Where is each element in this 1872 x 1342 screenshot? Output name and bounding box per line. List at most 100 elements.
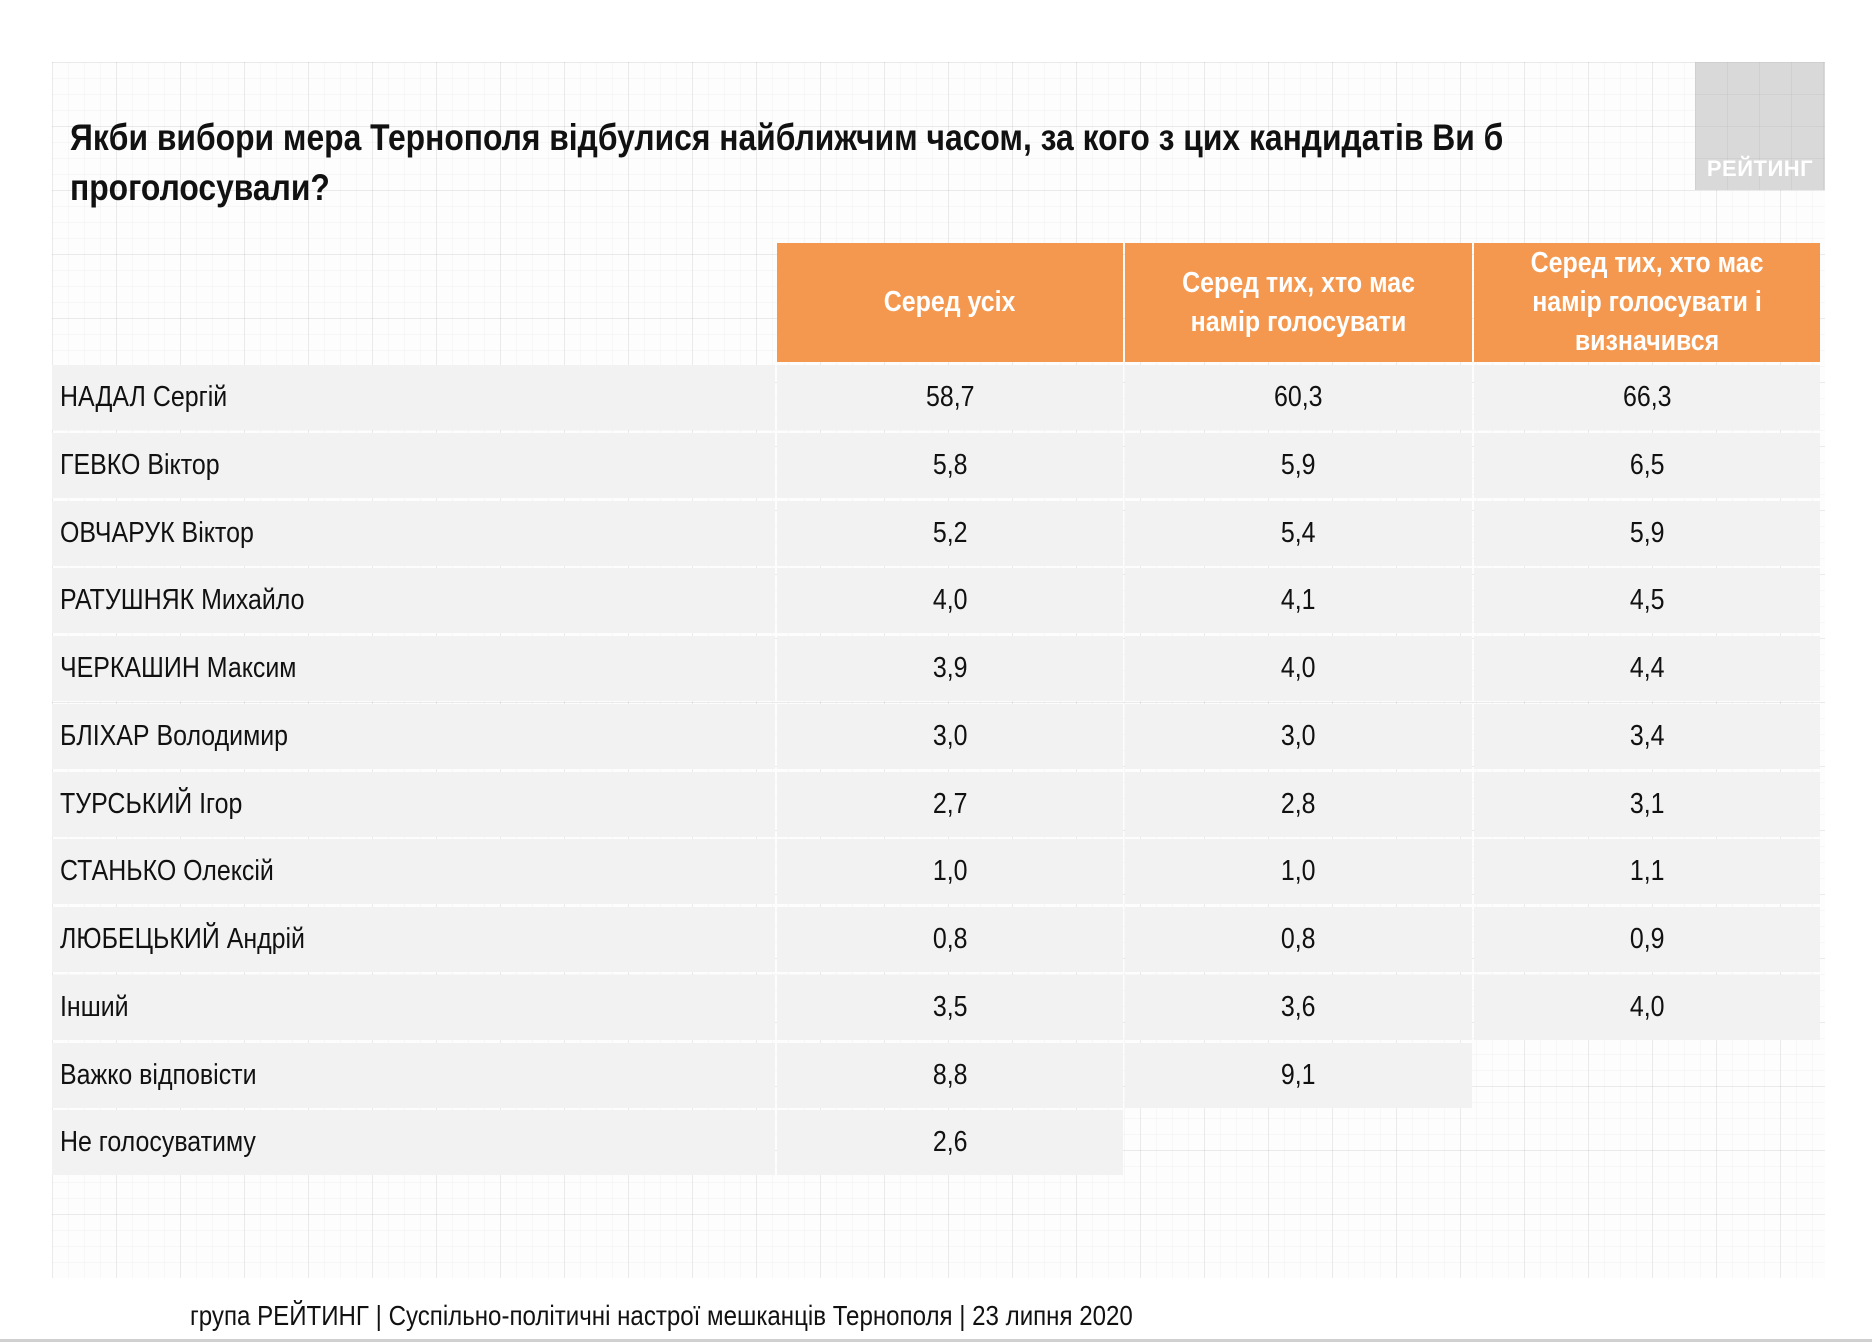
column-header-1: Серед усіх (777, 243, 1123, 362)
percent-value: 3,0 (932, 719, 968, 752)
percent-value: 5,4 (1281, 516, 1316, 549)
row-label-cell: ОВЧАРУК Віктор (52, 500, 775, 566)
percent-value: 0,8 (932, 923, 968, 955)
percent-value: 1,0 (932, 855, 968, 888)
column-header-label: Серед тих, хто має намір голосувати і ви… (1530, 247, 1764, 357)
value-cell: 8,8 (777, 1042, 1123, 1108)
percent-value: 3,9 (932, 652, 968, 684)
percent-value: 4,0 (932, 584, 968, 617)
percent-value: 3,5 (932, 990, 968, 1023)
candidate-name: НАДАЛ Сергій (60, 381, 228, 413)
percent-value: 3,0 (1281, 719, 1316, 752)
value-cell: 3,1 (1474, 771, 1820, 837)
value-cell: 5,9 (1474, 500, 1820, 566)
logo-text: РЕЙТИНГ (1706, 156, 1814, 181)
value-cell: 2,8 (1125, 771, 1472, 837)
value-cell: 3,0 (777, 703, 1123, 769)
value-cell: 3,4 (1474, 703, 1820, 769)
value-cell: 0,8 (777, 907, 1123, 972)
value-cell: 5,9 (1125, 432, 1472, 498)
percent-value: 4,0 (1629, 990, 1665, 1023)
value-cell: 4,0 (777, 568, 1123, 634)
row-label-cell: ГЕВКО Віктор (52, 432, 775, 498)
percent-value: 3,4 (1629, 719, 1665, 752)
percent-value: 5,9 (1629, 516, 1665, 549)
percent-value: 4,1 (1281, 584, 1316, 617)
percent-value: 3,6 (1281, 990, 1316, 1023)
candidate-name: ОВЧАРУК Віктор (60, 516, 254, 549)
candidate-name: БЛІХАР Володимир (60, 719, 289, 752)
candidate-name: СТАНЬКО Олексій (60, 855, 274, 888)
row-label-cell: Не голосуватиму (52, 1110, 775, 1176)
value-cell: 58,7 (777, 365, 1123, 430)
percent-value: 6,5 (1629, 448, 1665, 481)
value-cell: 6,5 (1474, 432, 1820, 498)
value-cell: 3,5 (777, 974, 1123, 1040)
percent-value: 5,8 (932, 448, 968, 481)
value-cell: 3,0 (1125, 703, 1472, 769)
row-label-cell: НАДАЛ Сергій (52, 365, 775, 430)
percent-value: 66,3 (1622, 381, 1672, 413)
value-cell: 4,1 (1125, 568, 1472, 634)
candidate-name: Не голосуватиму (60, 1126, 256, 1159)
row-label-cell: СТАНЬКО Олексій (52, 839, 775, 905)
row-label-cell: Важко відповісти (52, 1042, 775, 1108)
row-label-cell: ЧЕРКАШИН Максим (52, 636, 775, 701)
percent-value: 2,6 (932, 1126, 968, 1159)
percent-value: 9,1 (1281, 1058, 1316, 1091)
percent-value: 2,7 (932, 787, 968, 820)
candidate-name: Важко відповісти (60, 1058, 257, 1091)
value-cell: 4,0 (1474, 974, 1820, 1040)
column-header-label: Серед тих, хто має намір голосувати (1182, 266, 1415, 338)
value-cell: 9,1 (1125, 1042, 1472, 1108)
row-label-cell: ЛЮБЕЦЬКИЙ Андрій (52, 907, 775, 972)
percent-value: 8,8 (932, 1058, 968, 1091)
value-cell: 5,8 (777, 432, 1123, 498)
percent-value: 0,9 (1629, 923, 1665, 955)
bottom-divider (0, 1339, 1872, 1342)
candidate-name: РАТУШНЯК Михайло (60, 584, 305, 617)
percent-value: 4,4 (1629, 652, 1665, 684)
value-cell: 5,2 (777, 500, 1123, 566)
value-cell: 4,5 (1474, 568, 1820, 634)
value-cell: 0,9 (1474, 907, 1820, 972)
percent-value: 5,9 (1281, 448, 1316, 481)
row-label-cell: БЛІХАР Володимир (52, 703, 775, 769)
candidate-name: ЧЕРКАШИН Максим (60, 652, 297, 684)
row-label-cell: ТУРСЬКИЙ Ігор (52, 771, 775, 837)
percent-value: 4,5 (1629, 584, 1665, 617)
percent-value: 0,8 (1281, 923, 1316, 955)
value-cell: 1,0 (1125, 839, 1472, 905)
percent-value: 1,0 (1281, 855, 1316, 888)
value-cell: 0,8 (1125, 907, 1472, 972)
value-cell: 2,6 (777, 1110, 1123, 1176)
percent-value: 4,0 (1281, 652, 1316, 684)
value-cell: 60,3 (1125, 365, 1472, 430)
candidate-name: ГЕВКО Віктор (60, 448, 220, 481)
percent-value: 58,7 (925, 381, 975, 413)
percent-value: 1,1 (1629, 855, 1665, 888)
row-label-cell: РАТУШНЯК Михайло (52, 568, 775, 634)
value-cell: 4,4 (1474, 636, 1820, 701)
percent-value: 60,3 (1274, 381, 1323, 413)
value-cell: 4,0 (1125, 636, 1472, 701)
column-header-3: Серед тих, хто має намір голосувати і ви… (1474, 243, 1820, 362)
page-title: Якби вибори мера Тернополя відбулися най… (70, 117, 1504, 208)
percent-value: 3,1 (1629, 787, 1665, 820)
value-cell: 3,6 (1125, 974, 1472, 1040)
value-cell: 2,7 (777, 771, 1123, 837)
value-cell: 3,9 (777, 636, 1123, 701)
column-header-2: Серед тих, хто має намір голосувати (1125, 243, 1472, 362)
candidate-name: ТУРСЬКИЙ Ігор (60, 787, 243, 820)
percent-value: 5,2 (932, 516, 968, 549)
candidate-name: Інший (60, 990, 129, 1023)
percent-value: 2,8 (1281, 787, 1316, 820)
value-cell: 5,4 (1125, 500, 1472, 566)
value-cell: 1,1 (1474, 839, 1820, 905)
rating-logo: РЕЙТИНГ (1695, 62, 1825, 190)
row-label-cell: Інший (52, 974, 775, 1040)
value-cell: 66,3 (1474, 365, 1820, 430)
value-cell: 1,0 (777, 839, 1123, 905)
column-header-label: Серед усіх (884, 286, 1016, 318)
candidate-name: ЛЮБЕЦЬКИЙ Андрій (60, 923, 305, 955)
